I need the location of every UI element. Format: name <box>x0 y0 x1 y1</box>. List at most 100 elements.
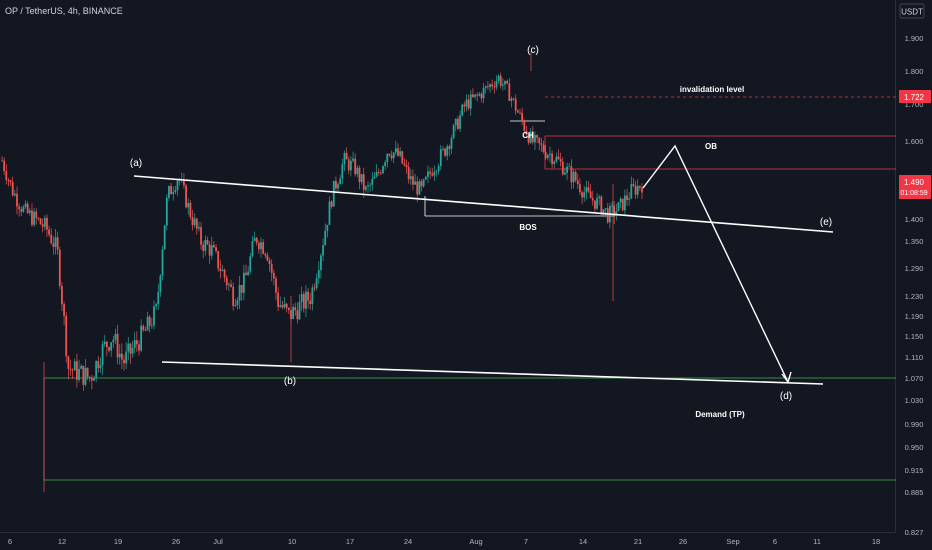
candle-body <box>272 272 275 279</box>
candle-body <box>386 153 389 163</box>
candle-body <box>360 174 363 182</box>
candle-body <box>116 333 119 358</box>
candle-body <box>362 174 365 190</box>
candle-body <box>285 303 288 308</box>
candle-body <box>287 307 290 311</box>
time-tick-label: 12 <box>58 537 66 546</box>
candle-body <box>527 134 530 143</box>
candle-body <box>491 84 494 87</box>
candle-body <box>506 80 509 84</box>
candle-body <box>501 84 504 86</box>
lower-trendline[interactable] <box>161 361 824 385</box>
wave-label-e: (e) <box>820 217 832 228</box>
price-tick-label: 1.110 <box>905 353 923 362</box>
candle-body <box>478 93 481 96</box>
price-tick-label: 1.350 <box>905 237 924 246</box>
candle-body <box>43 217 46 227</box>
candle-body <box>377 171 380 173</box>
candle-body <box>67 356 70 369</box>
wave-label-c: (c) <box>527 45 539 56</box>
candle-body <box>307 291 309 301</box>
candle-body <box>142 325 145 330</box>
candle-body <box>337 184 339 189</box>
candle-body <box>153 306 155 326</box>
candle-body <box>148 316 151 326</box>
candle-body <box>566 166 568 173</box>
candle-body <box>140 325 143 351</box>
candle-body <box>18 206 21 210</box>
time-tick-label: 21 <box>634 537 642 546</box>
projection-path[interactable] <box>642 144 789 383</box>
candle-body <box>296 310 299 320</box>
candle-body <box>215 247 217 252</box>
candle-body <box>7 180 10 181</box>
candle-body <box>598 196 601 199</box>
price-axis: 1.900 1.800 1.700 1.600 1.400 1.350 1.290 1.230… <box>905 34 924 537</box>
candle-body <box>446 146 449 156</box>
candle-body <box>564 172 566 175</box>
projection-arrowhead <box>781 371 792 384</box>
candle-body <box>604 208 607 210</box>
candle-body <box>120 353 123 360</box>
candle-body <box>281 305 284 308</box>
candle-body <box>88 376 91 379</box>
candle-body <box>37 218 40 219</box>
candle-body <box>219 268 222 271</box>
time-tick-label: 24 <box>404 537 412 546</box>
price-tick-label: 1.290 <box>905 264 924 273</box>
candle-body <box>433 171 436 176</box>
currency-badge[interactable] <box>899 3 925 19</box>
candle-body <box>557 156 560 160</box>
candle-body <box>405 165 408 168</box>
candle-body <box>474 94 476 97</box>
candle-body <box>403 163 406 166</box>
candle-body <box>504 80 506 85</box>
candle-body <box>617 202 620 212</box>
candle-body <box>157 292 160 305</box>
candle-body <box>31 210 33 225</box>
upper-trendline[interactable] <box>133 175 834 233</box>
candle-body <box>275 278 277 293</box>
candle-body <box>534 135 536 143</box>
candle-body <box>412 176 414 185</box>
candle-body <box>266 255 269 261</box>
candle-body <box>525 130 528 135</box>
candle-body <box>315 278 318 289</box>
candle-body <box>623 195 626 211</box>
candle-body <box>56 237 59 250</box>
candle-body <box>242 272 245 293</box>
candle-body <box>217 251 220 269</box>
candle-body <box>302 294 305 309</box>
candle-body <box>245 272 247 276</box>
candle-body <box>58 249 61 286</box>
candle-body <box>187 202 190 208</box>
candle-body <box>305 291 307 309</box>
candle-body <box>264 253 267 256</box>
candle-body <box>450 138 453 149</box>
candle-body <box>11 181 14 196</box>
candle-body <box>589 191 592 199</box>
candle-body <box>596 198 598 209</box>
candle-body <box>555 156 558 162</box>
candle-body <box>531 131 534 143</box>
candle-body <box>579 184 581 193</box>
candle-body <box>581 192 583 198</box>
candle-body <box>499 75 502 86</box>
candle-body <box>195 218 198 229</box>
candle-body <box>454 118 457 126</box>
candle-body <box>22 207 25 212</box>
price-tick-label: 1.900 <box>905 34 924 43</box>
candle-body <box>397 148 399 156</box>
candle-body <box>371 178 374 185</box>
candle-body <box>467 99 470 109</box>
wave-label-a: (a) <box>130 158 142 169</box>
candle-body <box>392 152 395 159</box>
candle-body <box>183 179 185 186</box>
candle-body <box>230 284 232 287</box>
price-tick-label: 1.700 <box>905 100 924 109</box>
wave-label-d: (d) <box>780 391 792 402</box>
candle-body <box>367 185 369 187</box>
